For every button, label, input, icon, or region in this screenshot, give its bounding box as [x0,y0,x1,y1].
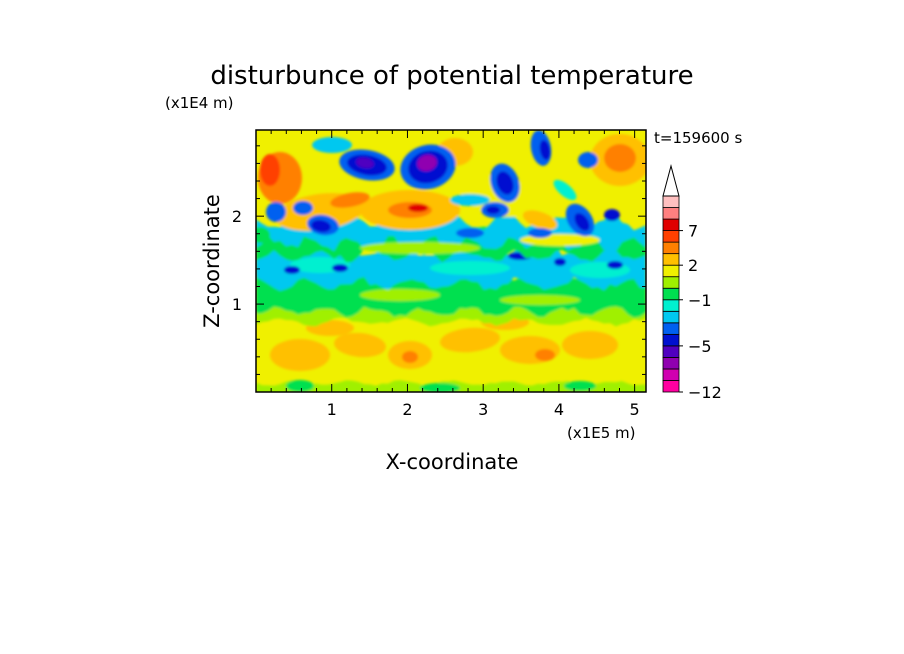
chart-title: disturbunce of potential temperature [210,61,693,91]
colorbar-swatch [662,299,680,312]
contour-cell [312,137,352,153]
contour-cell [500,295,580,305]
contour-cell [334,332,386,358]
colorbar-swatch [662,276,680,289]
colorbar-swatch [662,241,680,255]
colorbar [662,164,680,393]
contour-cell [496,171,514,195]
y-unit-label: (x1E4 m) [165,94,234,112]
contour-cell [535,349,555,361]
colorbar-swatch [662,333,680,347]
contour-cell [456,228,484,238]
contour-cell [604,144,636,172]
colorbar-swatch [662,322,680,335]
x-tick-label: 5 [630,400,640,419]
contour-cell [402,351,418,363]
axis-ticks [256,130,646,392]
contour-cell [284,266,300,274]
colorbar-label: 7 [688,222,698,241]
contour-cell [260,154,280,186]
contour-cell [356,157,374,169]
colorbar-swatch [662,345,680,358]
x-tick-label: 2 [402,400,412,419]
contour-cell [539,140,551,160]
y-tick-labels: 12 [232,207,242,314]
contour-cell [574,213,590,231]
colorbar-swatch [662,218,680,231]
colorbar-swatch [662,253,680,266]
contour-cell [607,261,623,269]
contour-cell [440,327,500,353]
contour-cell [270,339,330,371]
colorbar-label: −12 [688,383,722,402]
x-unit-label: (x1E5 m) [567,424,636,442]
contour-cell [564,381,596,391]
y-tick-label: 1 [232,295,242,314]
contour-cell [486,206,500,214]
colorbar-swatch [662,368,680,381]
x-tick-labels: 1 2 3 4 5 [327,400,640,419]
contour-cell [330,192,370,208]
x-axis-label: X-coordinate [386,450,519,474]
contour-cell [408,204,428,212]
colorbar-swatch [662,310,680,324]
contour-cell [311,219,331,233]
contour-field [256,130,646,392]
contour-cell [522,210,558,230]
contour-cell [554,258,566,266]
colorbar-label: −1 [688,291,712,310]
colorbar-labels: −12−5−127 [679,222,722,402]
colorbar-swatch [662,287,680,301]
colorbar-extend-arrow [662,164,680,197]
plot-frame [255,129,647,393]
contour-cell [256,227,270,243]
colorbar-swatch [662,195,680,208]
colorbar-label: 2 [688,256,698,275]
y-tick-label: 2 [232,207,242,226]
contour-cell [332,264,348,272]
contour-cell [286,380,314,392]
contour-cell [420,383,460,392]
contour-cell [417,154,437,172]
colorbar-swatch [662,380,680,393]
contour-cell [553,179,577,201]
contour-cell [562,331,618,359]
colorbar-swatch [662,357,680,370]
contour-cell [528,228,552,238]
colorbar-swatch [662,207,680,220]
x-tick-label: 3 [478,400,488,419]
contour-cell [430,261,510,275]
colorbar-swatch [662,230,680,243]
contour-cell [360,289,440,301]
colorbar-swatch [662,264,680,278]
x-tick-label: 1 [327,400,337,419]
contour-cell [604,209,620,221]
colorbar-label: −5 [688,337,712,356]
contour-cell [293,201,313,215]
time-label: t=159600 s [654,129,742,147]
contour-cell [450,194,490,206]
contour-cell [360,242,480,254]
x-tick-label: 4 [554,400,564,419]
y-axis-label: Z-coordinate [200,194,224,328]
contour-cell [578,152,598,168]
contour-cell [266,202,286,222]
